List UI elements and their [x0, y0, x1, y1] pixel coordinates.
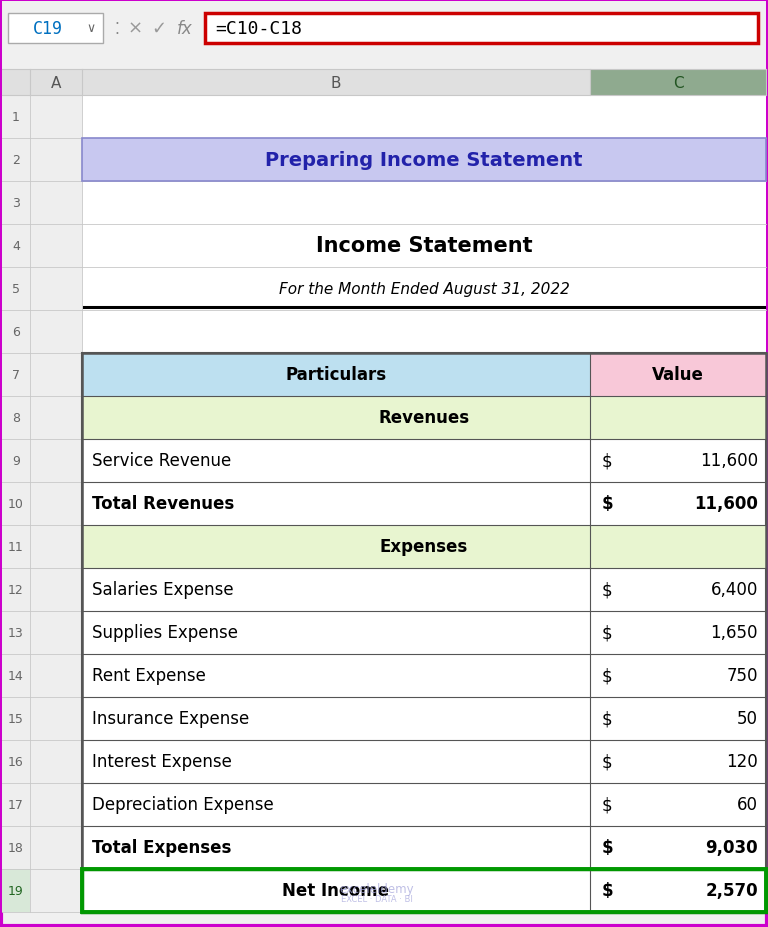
Text: 3: 3 [12, 197, 20, 210]
FancyBboxPatch shape [2, 654, 30, 697]
FancyBboxPatch shape [30, 526, 82, 568]
Text: 11,600: 11,600 [700, 452, 758, 470]
Text: =C10-C18: =C10-C18 [215, 20, 302, 38]
FancyBboxPatch shape [2, 526, 30, 568]
Text: 12: 12 [8, 583, 24, 596]
Text: Depreciation Expense: Depreciation Expense [92, 795, 273, 814]
FancyBboxPatch shape [82, 526, 766, 568]
Text: 1: 1 [12, 111, 20, 124]
FancyBboxPatch shape [30, 654, 82, 697]
Text: B: B [331, 75, 341, 91]
Text: Salaries Expense: Salaries Expense [92, 581, 233, 599]
FancyBboxPatch shape [30, 568, 82, 611]
Text: 9,030: 9,030 [705, 839, 758, 857]
FancyBboxPatch shape [30, 783, 82, 826]
Text: 2,570: 2,570 [705, 882, 758, 899]
Text: Total Expenses: Total Expenses [92, 839, 231, 857]
FancyBboxPatch shape [2, 268, 30, 311]
Text: 11: 11 [8, 540, 24, 553]
FancyBboxPatch shape [30, 95, 82, 139]
FancyBboxPatch shape [2, 353, 30, 397]
Text: 16: 16 [8, 756, 24, 768]
FancyBboxPatch shape [30, 826, 82, 870]
Text: 8: 8 [12, 412, 20, 425]
FancyBboxPatch shape [30, 439, 82, 482]
Text: $: $ [602, 882, 614, 899]
FancyBboxPatch shape [82, 95, 766, 912]
Text: ×: × [127, 20, 143, 38]
Text: EXCEL · DATA · BI: EXCEL · DATA · BI [341, 894, 412, 903]
Text: 60: 60 [737, 795, 758, 814]
FancyBboxPatch shape [30, 224, 82, 268]
Text: For the Month Ended August 31, 2022: For the Month Ended August 31, 2022 [279, 282, 569, 297]
FancyBboxPatch shape [82, 397, 766, 439]
Text: A: A [51, 75, 61, 91]
FancyBboxPatch shape [82, 870, 766, 912]
Text: $: $ [602, 624, 613, 641]
FancyBboxPatch shape [2, 182, 30, 224]
FancyBboxPatch shape [30, 268, 82, 311]
FancyBboxPatch shape [30, 311, 82, 353]
Text: Insurance Expense: Insurance Expense [92, 710, 250, 728]
Text: Service Revenue: Service Revenue [92, 452, 231, 470]
FancyBboxPatch shape [30, 353, 82, 397]
Text: ✓: ✓ [151, 20, 167, 38]
FancyBboxPatch shape [82, 353, 766, 912]
Text: Preparing Income Statement: Preparing Income Statement [265, 151, 583, 170]
Text: 120: 120 [727, 753, 758, 770]
FancyBboxPatch shape [2, 139, 30, 182]
Text: 13: 13 [8, 627, 24, 640]
FancyBboxPatch shape [2, 311, 30, 353]
Text: Particulars: Particulars [286, 366, 386, 384]
Text: 17: 17 [8, 798, 24, 811]
Text: Expenses: Expenses [380, 538, 468, 556]
Text: 10: 10 [8, 498, 24, 511]
FancyBboxPatch shape [2, 70, 766, 95]
FancyBboxPatch shape [30, 397, 82, 439]
FancyBboxPatch shape [2, 783, 30, 826]
Text: 1,650: 1,650 [710, 624, 758, 641]
Text: $: $ [602, 667, 613, 685]
FancyBboxPatch shape [30, 870, 82, 912]
FancyBboxPatch shape [2, 611, 30, 654]
Text: $: $ [602, 795, 613, 814]
Text: Interest Expense: Interest Expense [92, 753, 232, 770]
FancyBboxPatch shape [2, 2, 766, 70]
FancyBboxPatch shape [2, 697, 30, 740]
FancyBboxPatch shape [30, 182, 82, 224]
Text: 750: 750 [727, 667, 758, 685]
Text: 6,400: 6,400 [710, 581, 758, 599]
FancyBboxPatch shape [2, 482, 30, 526]
FancyBboxPatch shape [30, 482, 82, 526]
Text: 50: 50 [737, 710, 758, 728]
Text: 7: 7 [12, 369, 20, 382]
FancyBboxPatch shape [2, 439, 30, 482]
Text: Revenues: Revenues [379, 409, 469, 427]
Text: C19: C19 [33, 20, 63, 38]
Text: Rent Expense: Rent Expense [92, 667, 206, 685]
Text: ∨: ∨ [87, 22, 95, 35]
Text: $: $ [602, 839, 614, 857]
FancyBboxPatch shape [590, 353, 766, 397]
FancyBboxPatch shape [8, 14, 103, 44]
FancyBboxPatch shape [2, 397, 30, 439]
Text: ⁚: ⁚ [114, 21, 120, 36]
Text: $: $ [602, 581, 613, 599]
FancyBboxPatch shape [2, 95, 30, 139]
Text: 14: 14 [8, 669, 24, 682]
Text: 15: 15 [8, 712, 24, 725]
Text: 5: 5 [12, 283, 20, 296]
FancyBboxPatch shape [82, 139, 766, 182]
FancyBboxPatch shape [30, 139, 82, 182]
Text: 11,600: 11,600 [694, 495, 758, 513]
Text: Income Statement: Income Statement [316, 236, 532, 256]
Text: Value: Value [652, 366, 704, 384]
FancyBboxPatch shape [30, 697, 82, 740]
Text: $: $ [602, 495, 614, 513]
Text: 6: 6 [12, 325, 20, 338]
Text: 9: 9 [12, 454, 20, 467]
Text: Total Revenues: Total Revenues [92, 495, 234, 513]
Text: $: $ [602, 710, 613, 728]
Text: 2: 2 [12, 154, 20, 167]
